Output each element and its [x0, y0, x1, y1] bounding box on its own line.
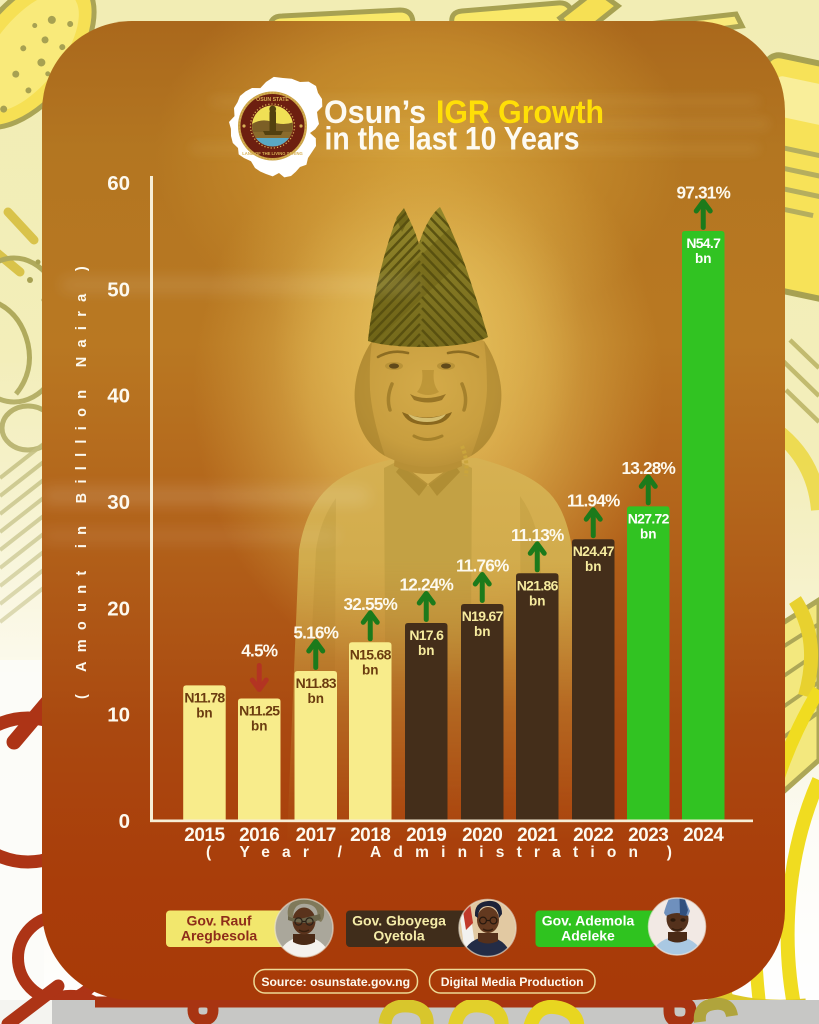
svg-text:OSUN STATE: OSUN STATE: [256, 97, 289, 103]
svg-text:bn: bn: [474, 624, 491, 639]
svg-text:Gov. Gboyega: Gov. Gboyega: [352, 913, 446, 929]
svg-text:Gov. Rauf: Gov. Rauf: [186, 913, 251, 929]
svg-text:2016: 2016: [239, 825, 279, 846]
svg-text:N15.68: N15.68: [350, 646, 392, 662]
svg-text:2019: 2019: [406, 825, 446, 846]
svg-text:60: 60: [107, 172, 130, 195]
svg-text:32.55%: 32.55%: [344, 594, 398, 614]
svg-text:12.24%: 12.24%: [400, 575, 454, 595]
svg-text:( Amount in Billlion Naira ): ( Amount in Billlion Naira ): [74, 257, 90, 699]
svg-text:97.31%: 97.31%: [677, 183, 731, 203]
svg-text:LAND OF THE LIVING SPRING: LAND OF THE LIVING SPRING: [242, 151, 303, 156]
svg-text:N19.67: N19.67: [462, 608, 504, 624]
svg-text:2023: 2023: [628, 825, 668, 846]
svg-text:bn: bn: [529, 593, 546, 608]
svg-text:4.5%: 4.5%: [241, 641, 277, 661]
svg-text:2017: 2017: [296, 825, 336, 846]
svg-text:Oyetola: Oyetola: [373, 928, 425, 944]
svg-text:bn: bn: [585, 559, 602, 574]
svg-text:11.76%: 11.76%: [456, 556, 509, 576]
svg-text:bn: bn: [308, 691, 325, 706]
svg-text:Gov. Ademola: Gov. Ademola: [542, 913, 635, 929]
svg-text:2021: 2021: [517, 825, 558, 846]
svg-text:2024: 2024: [683, 825, 724, 846]
svg-text:N24.47: N24.47: [573, 543, 615, 559]
svg-text:Source: osunstate.gov.ng: Source: osunstate.gov.ng: [261, 975, 410, 989]
svg-text:bn: bn: [695, 251, 712, 266]
svg-text:bn: bn: [362, 662, 379, 677]
svg-text:11.13%: 11.13%: [511, 525, 564, 545]
svg-text:11.94%: 11.94%: [567, 491, 620, 511]
svg-text:bn: bn: [418, 643, 435, 658]
svg-text:bn: bn: [196, 705, 213, 720]
svg-text:40: 40: [107, 385, 130, 408]
svg-text:10: 10: [107, 704, 130, 727]
svg-text:IGR Growth: IGR Growth: [436, 94, 604, 130]
svg-text:N27.72: N27.72: [628, 510, 670, 526]
svg-text:20: 20: [107, 597, 130, 620]
svg-text:2022: 2022: [573, 825, 613, 846]
svg-text:bn: bn: [251, 719, 268, 734]
svg-text:2015: 2015: [184, 825, 225, 846]
svg-text:N21.86: N21.86: [517, 577, 559, 593]
svg-text:in the last 10 Years: in the last 10 Years: [325, 121, 580, 157]
svg-text:N11.25: N11.25: [239, 703, 280, 719]
svg-text:Osun’s: Osun’s: [324, 94, 426, 130]
svg-text:5.16%: 5.16%: [293, 623, 338, 643]
svg-text:13.28%: 13.28%: [622, 458, 676, 478]
svg-text:N11.83: N11.83: [296, 675, 337, 691]
svg-text:0: 0: [119, 810, 130, 833]
svg-text:N17.6: N17.6: [409, 627, 444, 643]
svg-text:bn: bn: [640, 526, 657, 541]
svg-text:2018: 2018: [350, 825, 390, 846]
svg-text:Aregbesola: Aregbesola: [181, 928, 257, 944]
svg-text:2020: 2020: [462, 825, 502, 846]
svg-text:N11.78: N11.78: [184, 689, 225, 705]
svg-text:N54.7: N54.7: [686, 235, 721, 251]
svg-text:Digital Media Production: Digital Media Production: [441, 975, 584, 989]
svg-text:Adeleke: Adeleke: [561, 928, 615, 944]
svg-text:( Year / Administration ): ( Year / Administration ): [206, 844, 684, 861]
